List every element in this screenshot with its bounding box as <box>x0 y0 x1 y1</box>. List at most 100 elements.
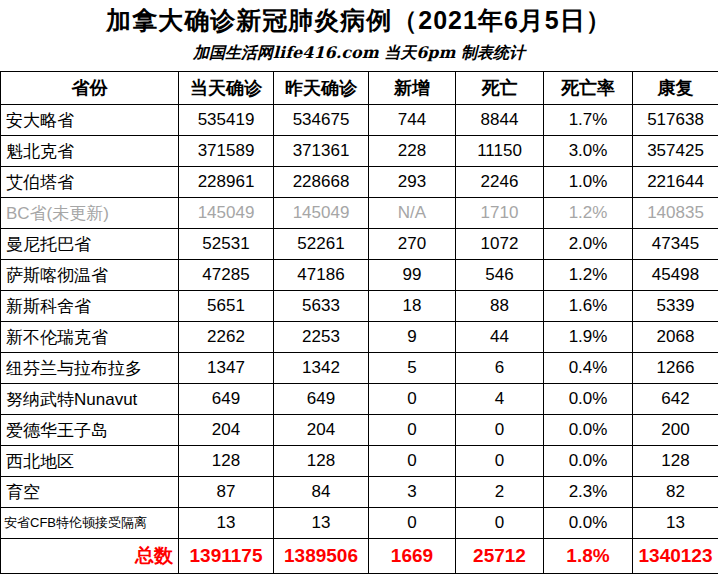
cell-recovered: 357425 <box>633 136 718 167</box>
cell-new: 293 <box>369 167 456 198</box>
cell-yesterday: 534675 <box>274 105 369 136</box>
cell-deaths: 0 <box>456 508 544 539</box>
table-row: BC省(未更新)145049145049N/A17101.2%140835 <box>1 198 718 229</box>
table-footer: 总数139117513895061669257121.8%1340123 <box>1 539 718 574</box>
cell-death_rate: 1.2% <box>544 260 633 291</box>
cell-new: N/A <box>369 198 456 229</box>
cell-today: 371589 <box>179 136 274 167</box>
cell-deaths: 88 <box>456 291 544 322</box>
total-row: 总数139117513895061669257121.8%1340123 <box>1 539 718 574</box>
cell-deaths: 546 <box>456 260 544 291</box>
cell-new: 228 <box>369 136 456 167</box>
cell-death_rate: 2.3% <box>544 477 633 508</box>
cell-province: 纽芬兰与拉布拉多 <box>1 353 179 384</box>
table-row: 新斯科舍省5651563318881.6%5339 <box>1 291 718 322</box>
table-row: 安省CFB特伦顿接受隔离1313000.0%13 <box>1 508 718 539</box>
column-header-province: 省份 <box>1 72 179 105</box>
table-row: 萨斯喀彻温省4728547186995461.2%45498 <box>1 260 718 291</box>
cell-recovered: 1266 <box>633 353 718 384</box>
table-row: 曼尼托巴省525315226127010722.0%47345 <box>1 229 718 260</box>
cell-recovered: 140835 <box>633 198 718 229</box>
cell-today: 1347 <box>179 353 274 384</box>
table-row: 爱德华王子岛204204000.0%200 <box>1 415 718 446</box>
table-row: 育空8784322.3%82 <box>1 477 718 508</box>
column-header-yesterday: 昨天确诊 <box>274 72 369 105</box>
cell-deaths: 44 <box>456 322 544 353</box>
covid-cases-table: 省份当天确诊昨天确诊新增死亡死亡率康复 安大略省5354195346757448… <box>0 71 718 574</box>
cell-recovered: 221644 <box>633 167 718 198</box>
cell-province: 魁北克省 <box>1 136 179 167</box>
cell-new: 9 <box>369 322 456 353</box>
cell-death_rate: 0.4% <box>544 353 633 384</box>
column-header-recovered: 康复 <box>633 72 718 105</box>
cell-new: 0 <box>369 446 456 477</box>
cell-recovered: 200 <box>633 415 718 446</box>
table-row: 安大略省53541953467574488441.7%517638 <box>1 105 718 136</box>
cell-deaths: 2246 <box>456 167 544 198</box>
cell-deaths: 0 <box>456 415 544 446</box>
cell-death_rate: 1.7% <box>544 105 633 136</box>
cell-today: 13 <box>179 508 274 539</box>
table-row: 努纳武特Nunavut649649040.0%642 <box>1 384 718 415</box>
cell-deaths: 1710 <box>456 198 544 229</box>
cell-yesterday: 2253 <box>274 322 369 353</box>
cell-today: 5651 <box>179 291 274 322</box>
cell-new: 5 <box>369 353 456 384</box>
cell-province: 新不伦瑞克省 <box>1 322 179 353</box>
cell-new: 0 <box>369 508 456 539</box>
total-recovered: 1340123 <box>633 539 718 574</box>
cell-today: 128 <box>179 446 274 477</box>
cell-death_rate: 1.6% <box>544 291 633 322</box>
cell-death_rate: 0.0% <box>544 508 633 539</box>
cell-recovered: 13 <box>633 508 718 539</box>
column-header-death_rate: 死亡率 <box>544 72 633 105</box>
cell-yesterday: 649 <box>274 384 369 415</box>
header-row: 省份当天确诊昨天确诊新增死亡死亡率康复 <box>1 72 718 105</box>
column-header-deaths: 死亡 <box>456 72 544 105</box>
cell-today: 87 <box>179 477 274 508</box>
cell-today: 52531 <box>179 229 274 260</box>
column-header-today: 当天确诊 <box>179 72 274 105</box>
cell-yesterday: 84 <box>274 477 369 508</box>
cell-province: 新斯科舍省 <box>1 291 179 322</box>
cell-recovered: 45498 <box>633 260 718 291</box>
cell-province: 西北地区 <box>1 446 179 477</box>
cell-recovered: 128 <box>633 446 718 477</box>
cell-death_rate: 1.9% <box>544 322 633 353</box>
table-header: 省份当天确诊昨天确诊新增死亡死亡率康复 <box>1 72 718 105</box>
cell-province: 萨斯喀彻温省 <box>1 260 179 291</box>
cell-province: 育空 <box>1 477 179 508</box>
cell-today: 204 <box>179 415 274 446</box>
cell-recovered: 642 <box>633 384 718 415</box>
cell-yesterday: 13 <box>274 508 369 539</box>
table-row: 艾伯塔省22896122866829322461.0%221644 <box>1 167 718 198</box>
cell-yesterday: 52261 <box>274 229 369 260</box>
cell-today: 2262 <box>179 322 274 353</box>
cell-province: 曼尼托巴省 <box>1 229 179 260</box>
cell-death_rate: 3.0% <box>544 136 633 167</box>
cell-province: 艾伯塔省 <box>1 167 179 198</box>
cell-yesterday: 5633 <box>274 291 369 322</box>
table-row: 魁北克省371589371361228111503.0%357425 <box>1 136 718 167</box>
column-header-new: 新增 <box>369 72 456 105</box>
cell-today: 649 <box>179 384 274 415</box>
cell-recovered: 517638 <box>633 105 718 136</box>
cell-new: 99 <box>369 260 456 291</box>
cell-recovered: 2068 <box>633 322 718 353</box>
cell-death_rate: 0.0% <box>544 415 633 446</box>
cell-death_rate: 1.2% <box>544 198 633 229</box>
cell-new: 744 <box>369 105 456 136</box>
cell-yesterday: 204 <box>274 415 369 446</box>
cell-new: 0 <box>369 415 456 446</box>
cell-deaths: 11150 <box>456 136 544 167</box>
cell-recovered: 47345 <box>633 229 718 260</box>
cell-new: 18 <box>369 291 456 322</box>
cell-deaths: 1072 <box>456 229 544 260</box>
cell-yesterday: 145049 <box>274 198 369 229</box>
total-yesterday: 1389506 <box>274 539 369 574</box>
table-row: 纽芬兰与拉布拉多13471342560.4%1266 <box>1 353 718 384</box>
cell-death_rate: 0.0% <box>544 384 633 415</box>
cell-today: 535419 <box>179 105 274 136</box>
cell-today: 228961 <box>179 167 274 198</box>
cell-deaths: 8844 <box>456 105 544 136</box>
